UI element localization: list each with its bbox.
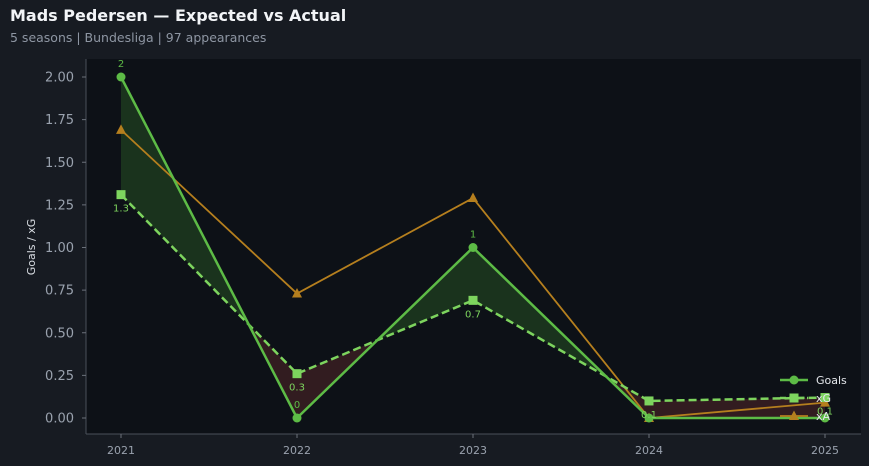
goals-point: [468, 243, 478, 252]
xg-series-line: [120, 193, 826, 403]
chart-title: Mads Pedersen — Expected vs Actual: [10, 6, 347, 25]
legend-label-xa: xA: [816, 410, 831, 423]
chart-subtitle: 5 seasons | Bundesliga | 97 appearances: [10, 30, 267, 45]
goals-point: [820, 413, 830, 423]
y-tick-label: 0.25: [45, 369, 74, 384]
y-tick-label: 0.75: [45, 284, 74, 299]
y-tick-label: 1.75: [45, 113, 74, 128]
y-tick-label: 1.00: [45, 241, 74, 256]
goals-point: [292, 413, 302, 423]
legend-marker-xg: [789, 393, 799, 403]
xg-data-label: 0.1: [641, 410, 657, 421]
xg-data-label: 0.3: [289, 383, 305, 394]
xa-point: [116, 124, 126, 134]
xg-data-label: 1.3: [113, 204, 129, 215]
goals-point: [644, 413, 654, 423]
goals-data-label: 0: [294, 400, 300, 411]
y-tick-label: 1.50: [45, 156, 74, 171]
x-tick-label: 2021: [107, 444, 135, 457]
legend-marker-goals: [789, 375, 799, 385]
y-tick-label: 0.50: [45, 326, 74, 341]
y-axis-label: Goals / xG: [25, 219, 38, 276]
x-tick-label: 2023: [459, 444, 487, 457]
underperformance-area: [649, 397, 825, 418]
xa-point: [292, 288, 302, 298]
x-tick-label: 2025: [811, 444, 839, 457]
y-tick-label: 2.00: [45, 71, 74, 86]
xa-point: [468, 192, 478, 203]
x-tick-label: 2024: [635, 444, 663, 457]
xg-point: [116, 190, 126, 200]
xg-point: [292, 369, 302, 379]
xg-data-label: 0.7: [465, 309, 481, 320]
xg-point: [644, 396, 654, 406]
goals-data-label: 2: [118, 59, 124, 70]
x-tick-label: 2022: [283, 444, 311, 457]
goals-point: [116, 72, 126, 82]
legend: Goals xG xA: [780, 374, 847, 423]
xg-data-label: 0.1: [817, 407, 833, 418]
legend-marker-xa: [789, 410, 799, 420]
xg-point: [468, 295, 478, 305]
y-tick-label: 1.25: [45, 198, 74, 213]
xg-point: [820, 393, 830, 403]
legend-label-xg: xG: [816, 392, 831, 405]
legend-label-goals: Goals: [816, 374, 847, 387]
y-tick-label: 0.00: [45, 412, 74, 427]
goals-data-label: 1: [470, 230, 476, 241]
